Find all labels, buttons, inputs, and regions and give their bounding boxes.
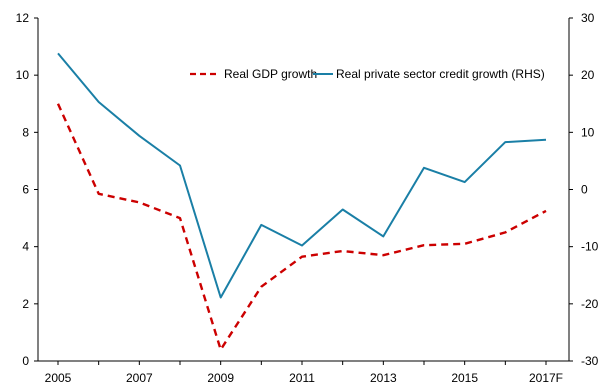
series-line-real-private-sector-credit-growth-rhs xyxy=(57,52,547,299)
right-y-tick-label: -20 xyxy=(581,297,598,311)
left-y-tick-label: 12 xyxy=(16,11,30,25)
left-y-tick-label: 4 xyxy=(22,240,29,254)
series-layer xyxy=(56,52,547,351)
series-line-real-gdp-growth xyxy=(56,103,547,351)
right-y-tick-label: 10 xyxy=(581,125,595,139)
x-tick-label: 2017F xyxy=(529,371,563,384)
right-y-tick-label: 20 xyxy=(581,68,595,82)
left-y-tick-label: 6 xyxy=(22,183,29,197)
left-y-tick-label: 10 xyxy=(16,68,30,82)
right-y-tick-label: -30 xyxy=(581,354,598,368)
legend-label-credit-growth: Real private sector credit growth (RHS) xyxy=(336,67,545,81)
left-y-ticks: 0 2 4 6 8 10 12 xyxy=(16,11,38,368)
right-y-tick-label: 30 xyxy=(581,11,595,25)
x-tick-label: 2011 xyxy=(289,371,315,384)
x-tick-label: 2013 xyxy=(370,371,397,384)
chart-legend: Real GDP growth Real private sector cred… xyxy=(190,67,545,81)
right-y-tick-label: 0 xyxy=(581,183,588,197)
right-y-ticks: -30 -20 -10 0 10 20 30 xyxy=(569,11,598,368)
x-tick-label: 2007 xyxy=(126,371,153,384)
right-y-tick-label: -10 xyxy=(581,240,598,254)
legend-label-real-gdp-growth: Real GDP growth xyxy=(224,67,317,81)
left-y-tick-label: 8 xyxy=(22,125,29,139)
left-y-tick-label: 0 xyxy=(22,354,29,368)
x-tick-label: 2015 xyxy=(451,371,478,384)
left-y-tick-label: 2 xyxy=(22,297,29,311)
x-tick-label: 2009 xyxy=(207,371,234,384)
x-tick-label: 2005 xyxy=(45,371,72,384)
x-axis-ticks: 2005 2007 2009 2011 2013 2015 2017F xyxy=(45,361,563,384)
